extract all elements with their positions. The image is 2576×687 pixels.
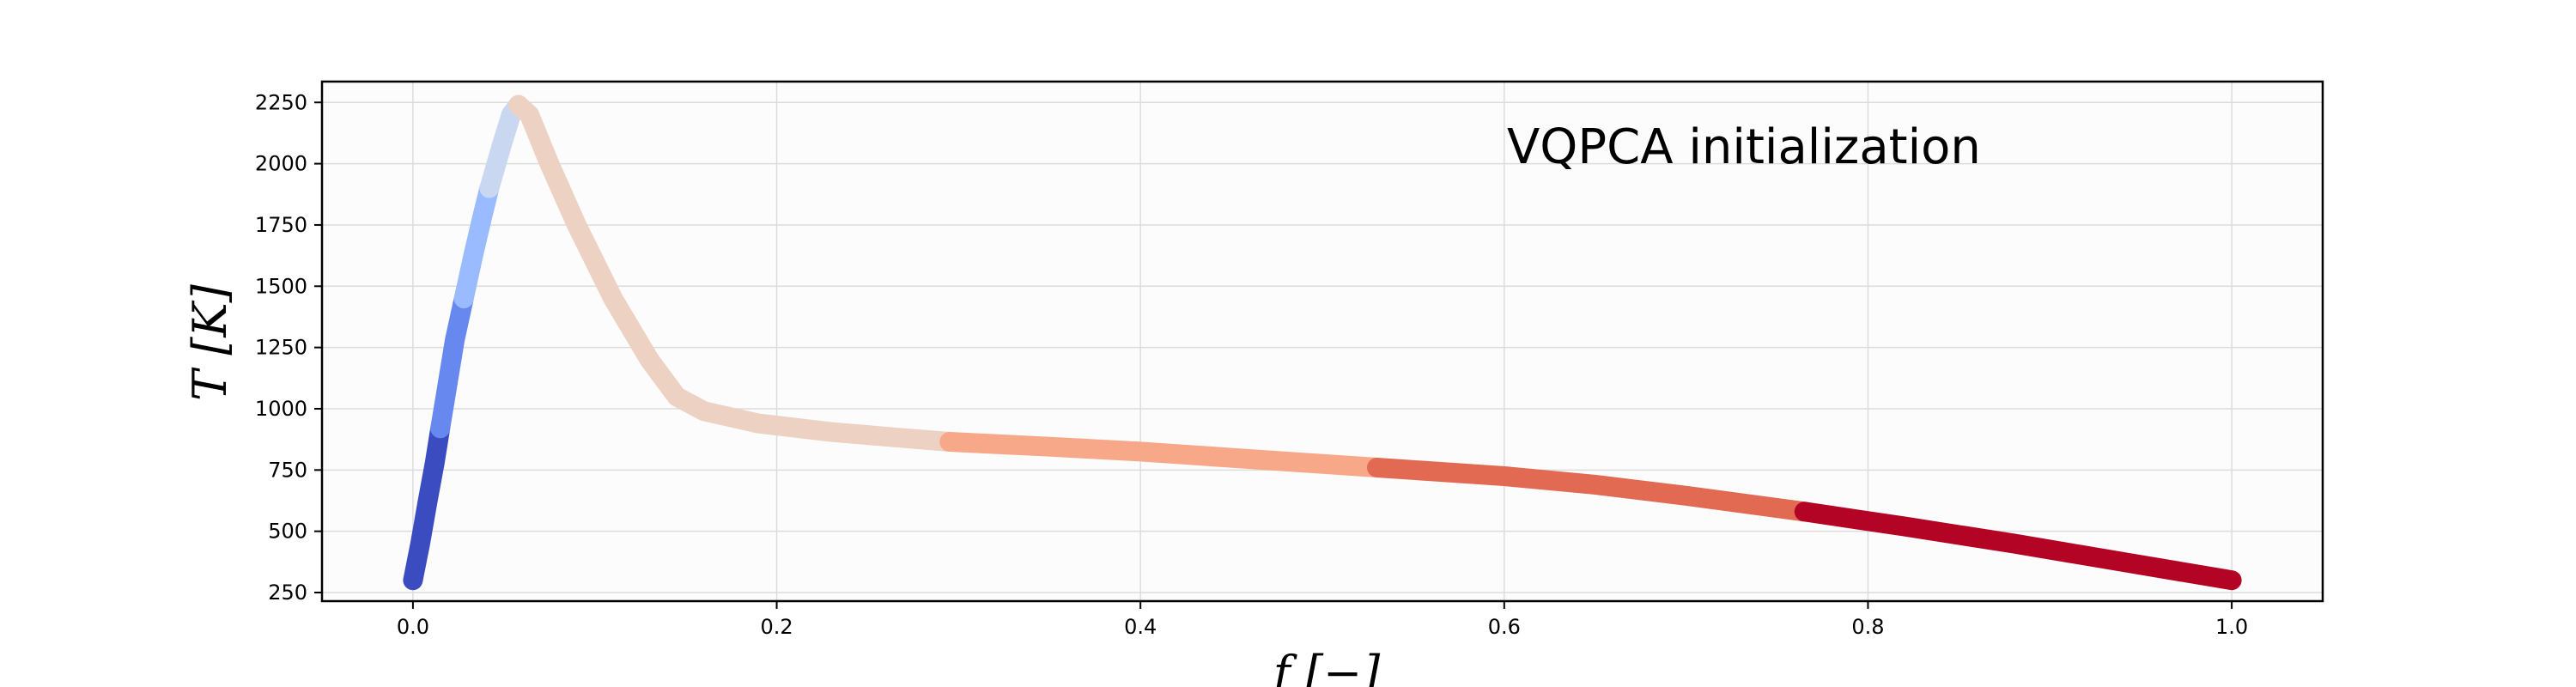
plot-area xyxy=(322,82,2323,601)
cluster-segment-2 xyxy=(430,289,474,439)
y-tick-label: 1750 xyxy=(255,213,307,237)
cluster-segment-1 xyxy=(403,418,451,591)
x-tick-label: 0.8 xyxy=(1851,615,1884,639)
x-axis: 0.0 0.2 0.4 0.6 0.8 1.0 xyxy=(397,601,2248,639)
x-tick-label: 0.6 xyxy=(1488,615,1521,639)
series-layer xyxy=(403,94,2242,591)
chart-annotation: VQPCA initialization xyxy=(1507,119,1981,175)
y-tick-label: 250 xyxy=(268,581,307,605)
y-tick-label: 1250 xyxy=(255,336,307,360)
cluster-segment-8 xyxy=(1794,502,2242,591)
x-tick-label: 1.0 xyxy=(2215,615,2248,639)
x-tick-label: 0.4 xyxy=(1124,615,1157,639)
y-axis-label: T [K] xyxy=(183,283,237,401)
cluster-segment-5 xyxy=(508,94,960,452)
plot-frame xyxy=(320,80,2324,603)
x-axis-label: f [−] xyxy=(1270,646,1381,687)
y-tick-label: 1000 xyxy=(255,397,307,421)
cluster-segment-7 xyxy=(1367,458,1814,522)
y-tick-label: 1500 xyxy=(255,274,307,298)
x-tick-label: 0.0 xyxy=(397,615,429,639)
y-tick-label: 500 xyxy=(268,520,307,544)
y-tick-label: 750 xyxy=(268,458,307,482)
y-tick-label: 2250 xyxy=(255,90,307,114)
y-axis: 250 500 750 1000 1250 1500 1750 2000 2250 xyxy=(255,90,322,605)
grid xyxy=(322,82,2323,601)
cluster-segment-3 xyxy=(453,178,500,309)
y-tick-label: 2000 xyxy=(255,152,307,176)
cluster-segment-6 xyxy=(939,432,1387,477)
x-tick-label: 0.2 xyxy=(760,615,793,639)
